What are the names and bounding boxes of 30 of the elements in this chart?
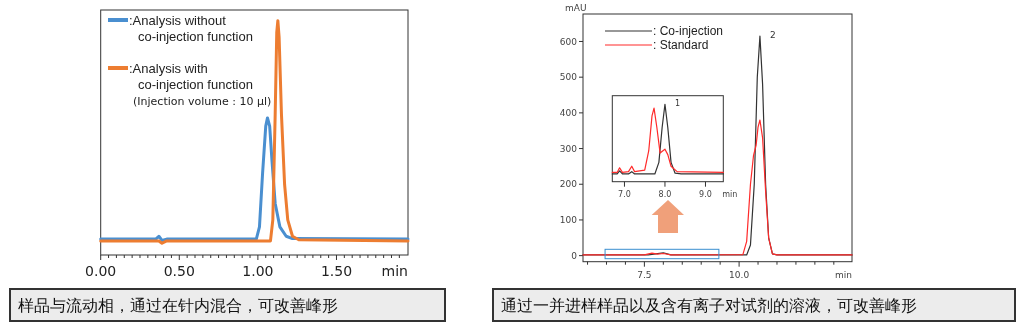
y-axis-title: mAU — [565, 3, 587, 13]
x-tick-label: 9.0 — [699, 189, 712, 199]
line-series — [582, 119, 853, 256]
x-axis-title: min — [722, 189, 738, 199]
legend-label: :Analysis with co-injection function — [129, 60, 253, 93]
y-tick-label: 0 — [571, 250, 578, 261]
x-axis-title: min — [835, 269, 852, 280]
y-tick-label: 600 — [559, 36, 578, 47]
legend-label: :Analysis without co-injection function — [129, 12, 253, 45]
y-tick-label: 200 — [559, 179, 578, 190]
x-tick-label: 1.00 — [242, 263, 274, 279]
annotation: (Injection volume : 10 μl) — [133, 94, 272, 108]
x-tick-label: 0.00 — [85, 263, 117, 279]
x-axis-title: min — [381, 263, 408, 279]
x-tick-label: 8.0 — [658, 189, 672, 199]
legend-label: : Standard — [653, 38, 709, 53]
annotation: 2 — [769, 30, 776, 41]
x-tick-label: 0.50 — [163, 263, 195, 279]
y-tick-label: 500 — [559, 72, 578, 83]
y-tick-label: 300 — [559, 143, 578, 154]
y-tick-label: 400 — [559, 108, 578, 119]
x-tick-label: 10.0 — [729, 269, 750, 280]
x-tick-label: 7.0 — [618, 189, 631, 199]
text: 样品与流动相，通过在针内混合，可改善峰形 — [18, 296, 338, 315]
text: 通过一并进样样品以及含有离子对试剂的溶液，可改善峰形 — [501, 296, 917, 315]
y-tick-label: 100 — [559, 215, 578, 226]
x-tick-label: 1.50 — [320, 263, 353, 279]
x-tick-label: 7.5 — [637, 269, 652, 280]
legend-label: : Co-injection — [653, 24, 724, 39]
annotation: 1 — [674, 99, 681, 109]
